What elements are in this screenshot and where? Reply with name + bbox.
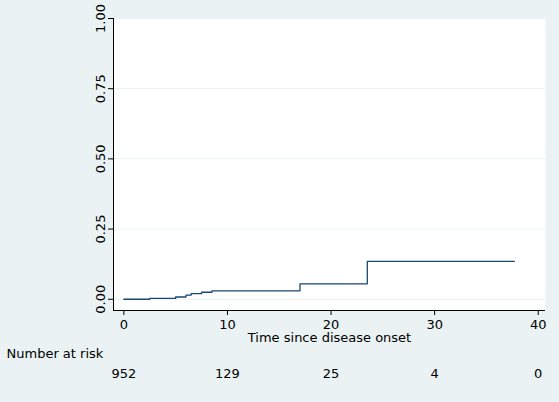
svg-text:30: 30	[426, 317, 443, 332]
svg-text:25: 25	[323, 366, 340, 381]
svg-text:20: 20	[322, 316, 340, 332]
svg-text:129: 129	[215, 366, 240, 381]
svg-text:40: 40	[530, 317, 547, 332]
svg-text:4: 4	[431, 366, 439, 381]
svg-text:0: 0	[120, 317, 128, 332]
svg-text:0.75: 0.75	[93, 74, 108, 103]
svg-text:Time since disease onset: Time since disease onset	[247, 330, 411, 345]
svg-text:0.00: 0.00	[93, 285, 108, 314]
svg-text:0.25: 0.25	[93, 215, 108, 244]
svg-text:0: 0	[534, 366, 542, 381]
svg-text:0.50: 0.50	[93, 144, 108, 173]
svg-text:952: 952	[111, 366, 136, 381]
svg-text:1.00: 1.00	[93, 4, 108, 33]
svg-text:10: 10	[219, 317, 236, 332]
svg-text:Number at risk: Number at risk	[7, 346, 104, 361]
